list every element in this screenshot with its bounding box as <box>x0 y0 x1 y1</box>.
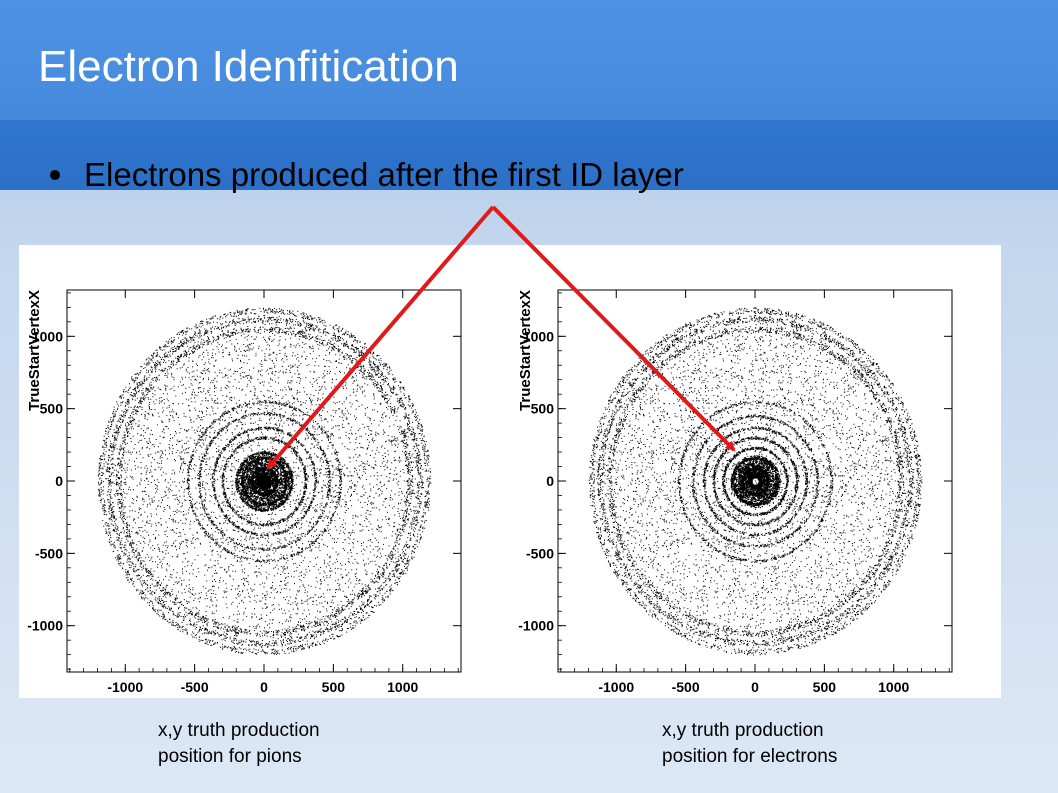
y-tick-label: -500 <box>526 545 554 561</box>
y-tick-label: -1000 <box>518 618 554 634</box>
y-tick-label: -1000 <box>27 618 63 634</box>
caption-pions-line2: position for pions <box>158 746 302 767</box>
y-tick-label: -500 <box>35 545 63 561</box>
bullet-text: Electrons produced after the first ID la… <box>84 156 684 193</box>
y-axis-label: TrueStartVertexX <box>26 290 43 411</box>
scatter-plot-electrons: -1000 -500 0 500 1000-1000-50005001000TrueSt… <box>517 289 953 716</box>
y-tick-label: 500 <box>531 401 555 417</box>
plots-panel: -1000 -500 0 500 1000 -1000 -500 0 500 1000 TrueSt… <box>19 245 1001 716</box>
x-tick-label: -1000 <box>107 679 143 695</box>
scatter-point-cloud <box>97 307 432 655</box>
title-band <box>0 0 1058 120</box>
scatter-point-cloud <box>588 307 923 656</box>
bullet-dot-icon <box>50 170 60 180</box>
caption-pions-line1: x,y truth production <box>158 720 320 741</box>
x-tick-label: -1000 <box>598 679 634 695</box>
bullet-band <box>0 120 1058 190</box>
x-tick-label: -500 <box>181 679 209 695</box>
scatter-plots-svg: -1000 -500 0 500 1000-1000-50005001000TrueSt… <box>26 289 953 716</box>
x-tick-label: 0 <box>260 679 268 695</box>
x-tick-label: 0 <box>751 679 759 695</box>
y-tick-label: 500 <box>40 401 64 417</box>
x-tick-label: 1000 <box>387 679 418 695</box>
caption-electrons-line1: x,y truth production <box>662 720 824 741</box>
x-tick-label: 1000 <box>878 679 909 695</box>
scatter-plot-pions: -1000 -500 0 500 1000-1000-50005001000TrueSt… <box>26 289 462 716</box>
caption-electrons: x,y truth production position for electr… <box>662 718 837 770</box>
scatter-points <box>588 307 923 656</box>
caption-pions: x,y truth production position for pions <box>158 718 320 770</box>
y-tick-label: 1000 <box>32 328 63 344</box>
slide-title: Electron Idenfitication <box>38 42 459 91</box>
caption-electrons-line2: position for electrons <box>662 746 838 767</box>
y-axis-label: TrueStartVertexX <box>517 290 534 411</box>
x-tick-label: 500 <box>322 679 346 695</box>
x-tick-label: -500 <box>672 679 700 695</box>
scatter-points <box>97 307 432 655</box>
y-tick-label: 0 <box>55 473 63 489</box>
x-tick-label: 500 <box>813 679 837 695</box>
y-tick-label: 0 <box>546 473 554 489</box>
